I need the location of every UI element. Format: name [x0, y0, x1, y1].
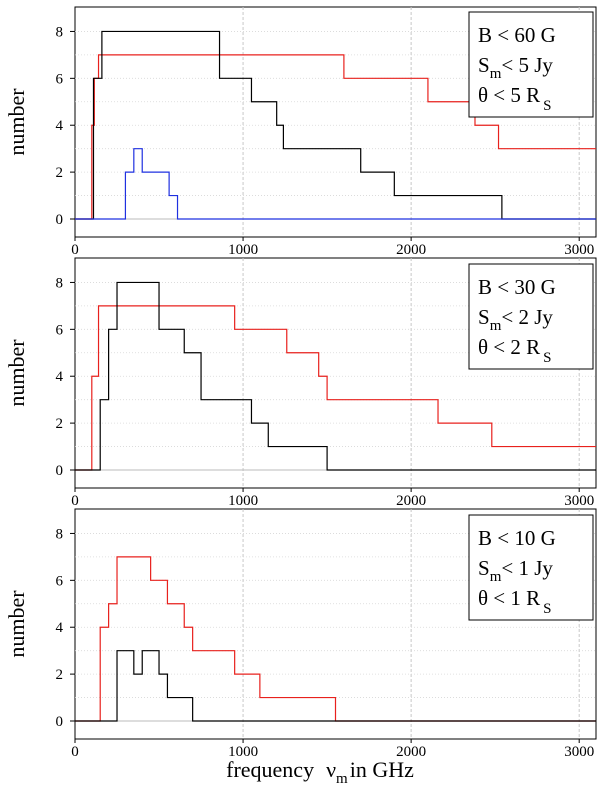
- x-tick-label: 0: [71, 493, 79, 509]
- panel-3-legend-line-1: B < 10 G: [478, 526, 556, 550]
- panel-1: 0 2 4 6 8 0 1000 2000 3000 number B < 60 G Sm< 5…: [4, 6, 597, 258]
- panel-2-ticks: 0 2 4 6 8 0 1000 2000 3000: [56, 275, 595, 509]
- panel-3-ticks: 0 2 4 6 8 0 1000 2000 3000: [56, 526, 595, 760]
- y-tick-label: 4: [56, 369, 64, 385]
- panel-1-legend-line-2: Sm< 5 Jy: [478, 53, 553, 82]
- y-tick-label: 0: [56, 463, 64, 479]
- series-black-line: [75, 650, 596, 722]
- panel-3-legend-line-2: Sm< 1 Jy: [478, 556, 553, 585]
- y-tick-label: 2: [56, 165, 64, 181]
- y-tick-label: 2: [56, 416, 64, 432]
- x-tick-label: 2000: [396, 242, 426, 258]
- y-tick-label: 4: [56, 118, 64, 134]
- panel-2-legend-box: [468, 263, 594, 370]
- x-axis-title: frequency νmin GHz: [226, 757, 414, 787]
- panel-1-ticks: 0 2 4 6 8 0 1000 2000 3000: [56, 24, 595, 258]
- x-tick-label: 2000: [396, 493, 426, 509]
- x-tick-label: 1000: [228, 242, 258, 258]
- y-tick-label: 6: [56, 573, 64, 589]
- y-tick-label: 8: [56, 24, 64, 40]
- x-tick-label: 0: [71, 242, 79, 258]
- y-tick-label: 8: [56, 275, 64, 291]
- panel-2-frame: [74, 257, 597, 489]
- x-tick-label: 1000: [228, 744, 258, 760]
- y-tick-label: 6: [56, 322, 64, 338]
- panel-1-legend-line-1: B < 60 G: [478, 23, 556, 47]
- x-tick-label: 0: [71, 744, 79, 760]
- x-tick-label: 3000: [564, 744, 594, 760]
- y-tick-label: 4: [56, 620, 64, 636]
- panel-2: 0 2 4 6 8 0 1000 2000 3000 number B < 30 G Sm< 2…: [4, 257, 597, 509]
- y-tick-label: 0: [56, 714, 64, 730]
- panel-1-series: [75, 30, 596, 220]
- panel-2-series: [75, 281, 596, 471]
- panel-1-ylabel: number: [4, 88, 29, 156]
- panel-1-legend-box: [468, 11, 594, 118]
- panel-3-legend-box: [468, 514, 594, 621]
- panel-3-series: [75, 556, 596, 722]
- series-black-line: [75, 281, 596, 471]
- x-tick-label: 2000: [396, 744, 426, 760]
- panel-3-frame: [74, 508, 597, 740]
- panel-2-legend-line-1: B < 30 G: [478, 275, 556, 299]
- y-tick-label: 2: [56, 667, 64, 683]
- series-black-line: [75, 30, 596, 220]
- x-tick-label: 1000: [228, 493, 258, 509]
- y-tick-label: 6: [56, 71, 64, 87]
- series-blue-line: [75, 148, 596, 220]
- y-tick-label: 0: [56, 212, 64, 228]
- panel-2-ylabel: number: [4, 339, 29, 407]
- x-tick-label: 3000: [564, 493, 594, 509]
- panel-1-frame: [74, 6, 597, 238]
- series-red-line: [75, 305, 596, 471]
- panel-3-ylabel: number: [4, 590, 29, 658]
- panel-2-legend-line-2: Sm< 2 Jy: [478, 305, 553, 334]
- x-tick-label: 3000: [564, 242, 594, 258]
- series-red-line: [75, 556, 596, 722]
- panel-3: 0 2 4 6 8 0 1000 2000 3000 number B < 10 G Sm< 1…: [4, 508, 597, 760]
- y-tick-label: 8: [56, 526, 64, 542]
